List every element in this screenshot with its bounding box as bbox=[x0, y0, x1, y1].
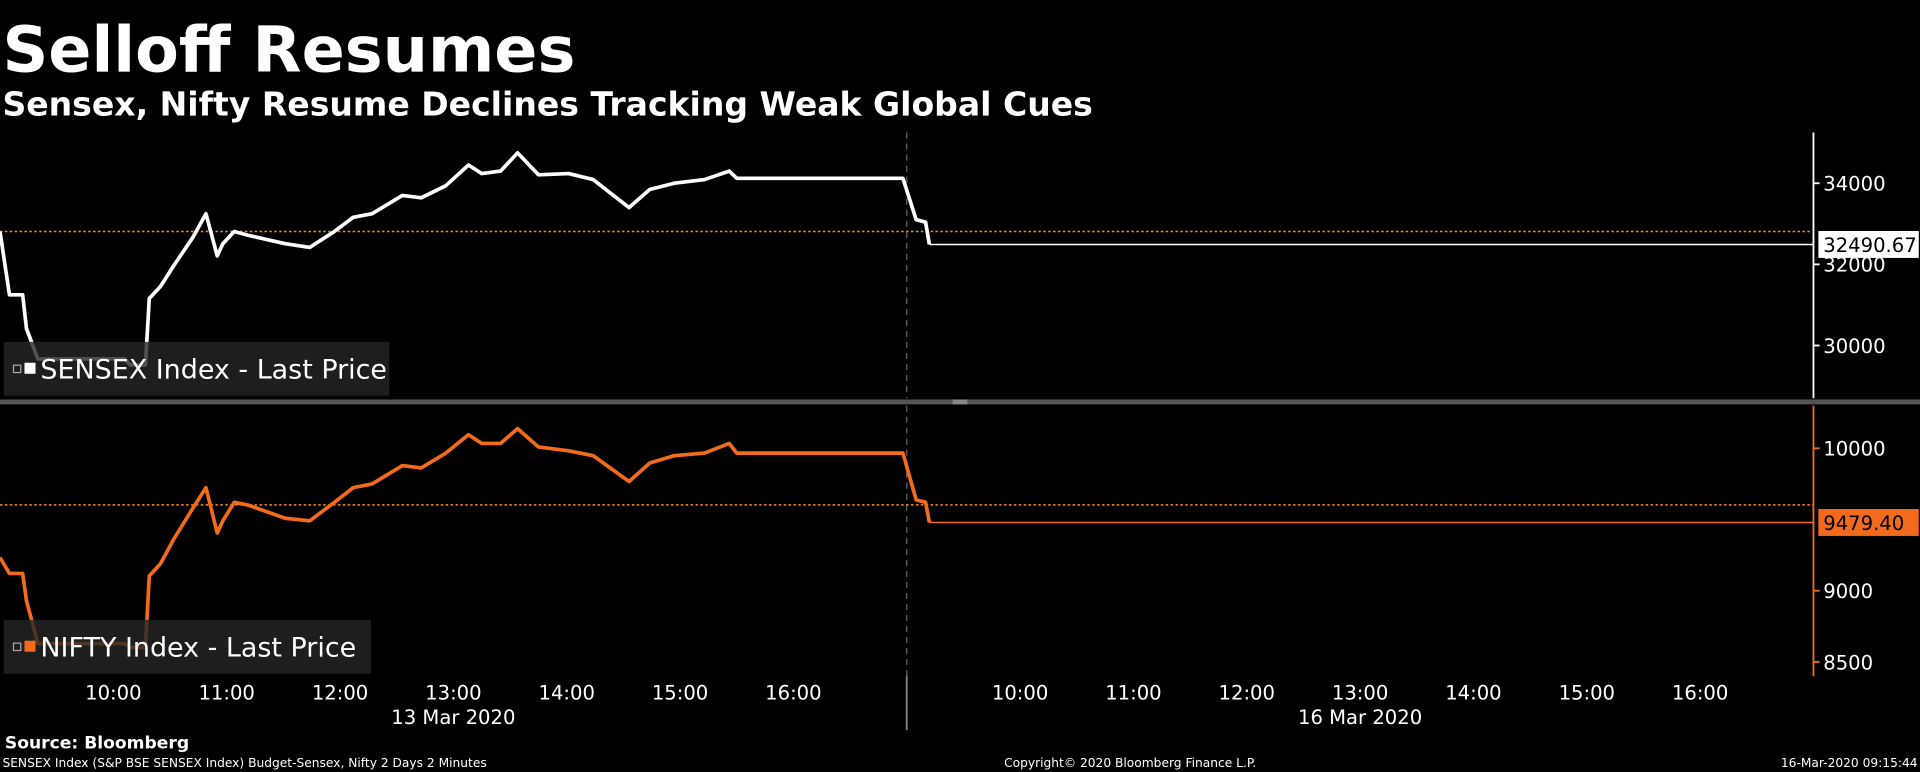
y-tick-label: 30000 bbox=[1823, 335, 1885, 358]
last-price-label: 32490.67 bbox=[1823, 234, 1916, 257]
x-tick-label: 16:00 bbox=[1672, 681, 1728, 704]
legend-toggle bbox=[12, 642, 22, 652]
x-tick-label: 10:00 bbox=[85, 681, 141, 704]
panel-handle bbox=[952, 399, 968, 405]
y-tick-label: 9000 bbox=[1823, 580, 1873, 603]
legend-swatch bbox=[24, 640, 36, 652]
x-tick-label: 16:00 bbox=[765, 681, 821, 704]
x-tick-label: 13:00 bbox=[1332, 681, 1388, 704]
y-tick-label: 34000 bbox=[1823, 173, 1885, 196]
last-price-box bbox=[1818, 230, 1919, 258]
timestamp: 16-Mar-2020 09:15:44 bbox=[1781, 756, 1918, 770]
x-tick-label: 12:00 bbox=[1219, 681, 1275, 704]
x-tick-label: 12:00 bbox=[312, 681, 368, 704]
x-tick-label: 11:00 bbox=[1105, 681, 1161, 704]
legend-toggle bbox=[12, 364, 22, 374]
y-tick-label: 8500 bbox=[1823, 651, 1873, 674]
x-day-label: 16 Mar 2020 bbox=[1298, 706, 1422, 729]
x-tick-label: 13:00 bbox=[425, 681, 481, 704]
source: Source: Bloomberg bbox=[5, 733, 189, 753]
x-tick-label: 14:00 bbox=[538, 681, 594, 704]
copyright: Copyright© 2020 Bloomberg Finance L.P. bbox=[1004, 756, 1256, 770]
x-tick-label: 10:00 bbox=[992, 681, 1048, 704]
x-tick-label: 11:00 bbox=[198, 681, 254, 704]
legend-label: SENSEX Index - Last Price bbox=[40, 355, 387, 386]
x-tick-label: 15:00 bbox=[1559, 681, 1615, 704]
legend-label: NIFTY Index - Last Price bbox=[40, 633, 356, 664]
x-tick-label: 15:00 bbox=[652, 681, 708, 704]
y-tick-label: 10000 bbox=[1823, 438, 1885, 461]
y-tick-label: 32000 bbox=[1823, 254, 1885, 277]
footnote: SENSEX Index (S&P BSE SENSEX Index) Budg… bbox=[2, 756, 486, 770]
legend-swatch bbox=[24, 362, 36, 374]
x-tick-label: 14:00 bbox=[1445, 681, 1501, 704]
x-day-label: 13 Mar 2020 bbox=[391, 706, 515, 729]
last-price-label: 9479.40 bbox=[1823, 512, 1904, 535]
legend-box bbox=[3, 619, 372, 674]
legend-box bbox=[3, 341, 390, 396]
chart-title: Selloff Resumes bbox=[2, 13, 575, 87]
last-price-box bbox=[1818, 508, 1919, 536]
chart-subtitle: Sensex, Nifty Resume Declines Tracking W… bbox=[2, 84, 1092, 123]
